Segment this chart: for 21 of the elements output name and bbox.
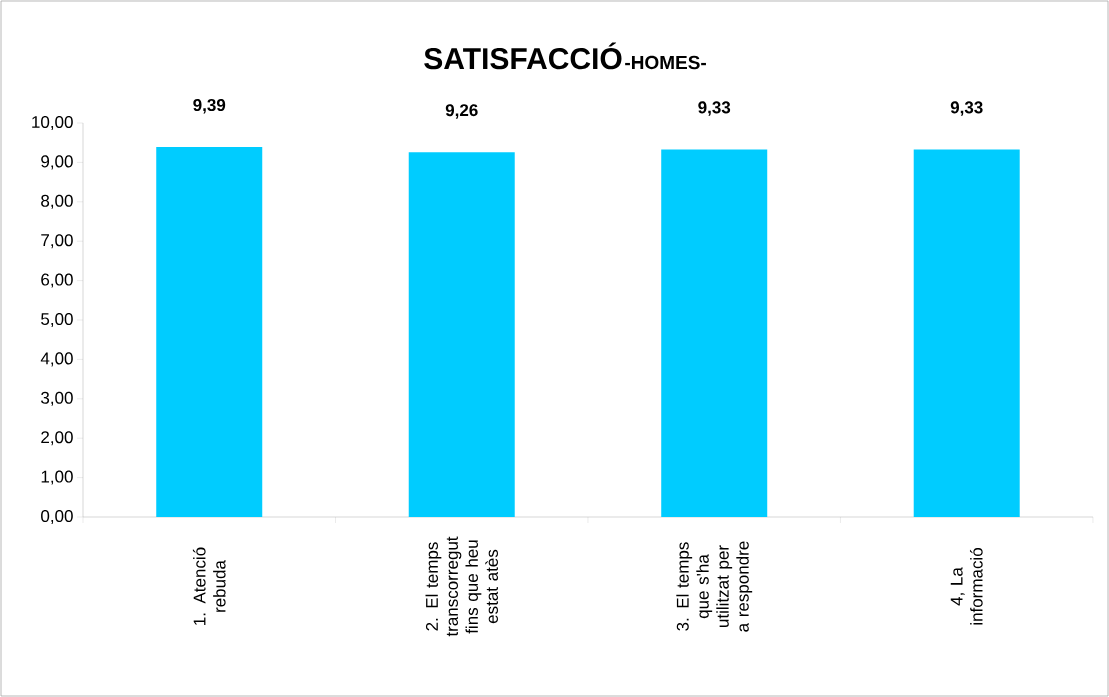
data-label: 9,26 — [445, 104, 478, 119]
data-label: 9,33 — [698, 101, 731, 116]
x-tick-label: 4, La informació — [950, 548, 983, 625]
chart-subtitle: -HOMES- — [625, 55, 706, 70]
chart-title: SATISFACCIÓ — [424, 42, 622, 70]
data-label: 9,39 — [193, 99, 226, 114]
y-tick-label: 6,00 — [41, 273, 73, 288]
y-tick-label: 8,00 — [41, 194, 73, 209]
y-tick-label: 9,00 — [41, 155, 73, 170]
y-tick-label: 10,00 — [32, 115, 73, 131]
y-tick-label: 7,00 — [41, 234, 73, 249]
y-tick-label: 0,00 — [41, 509, 73, 525]
y-tick-label: 3,00 — [41, 391, 73, 406]
x-tick-label: 2. El temps transcorregut fins que heu estat atès — [425, 536, 498, 637]
y-tick-label: 4,00 — [40, 352, 73, 367]
x-tick-label: 3. El temps que s'ha utilitzat per a respondre — [676, 541, 753, 632]
x-tick-label: 1. Atenció rebuda — [192, 547, 226, 625]
y-tick-label: 5,00 — [41, 312, 73, 328]
data-label: 9,33 — [950, 101, 983, 116]
y-tick-label: 2,00 — [41, 431, 73, 446]
y-tick-label: 1,00 — [41, 470, 73, 485]
